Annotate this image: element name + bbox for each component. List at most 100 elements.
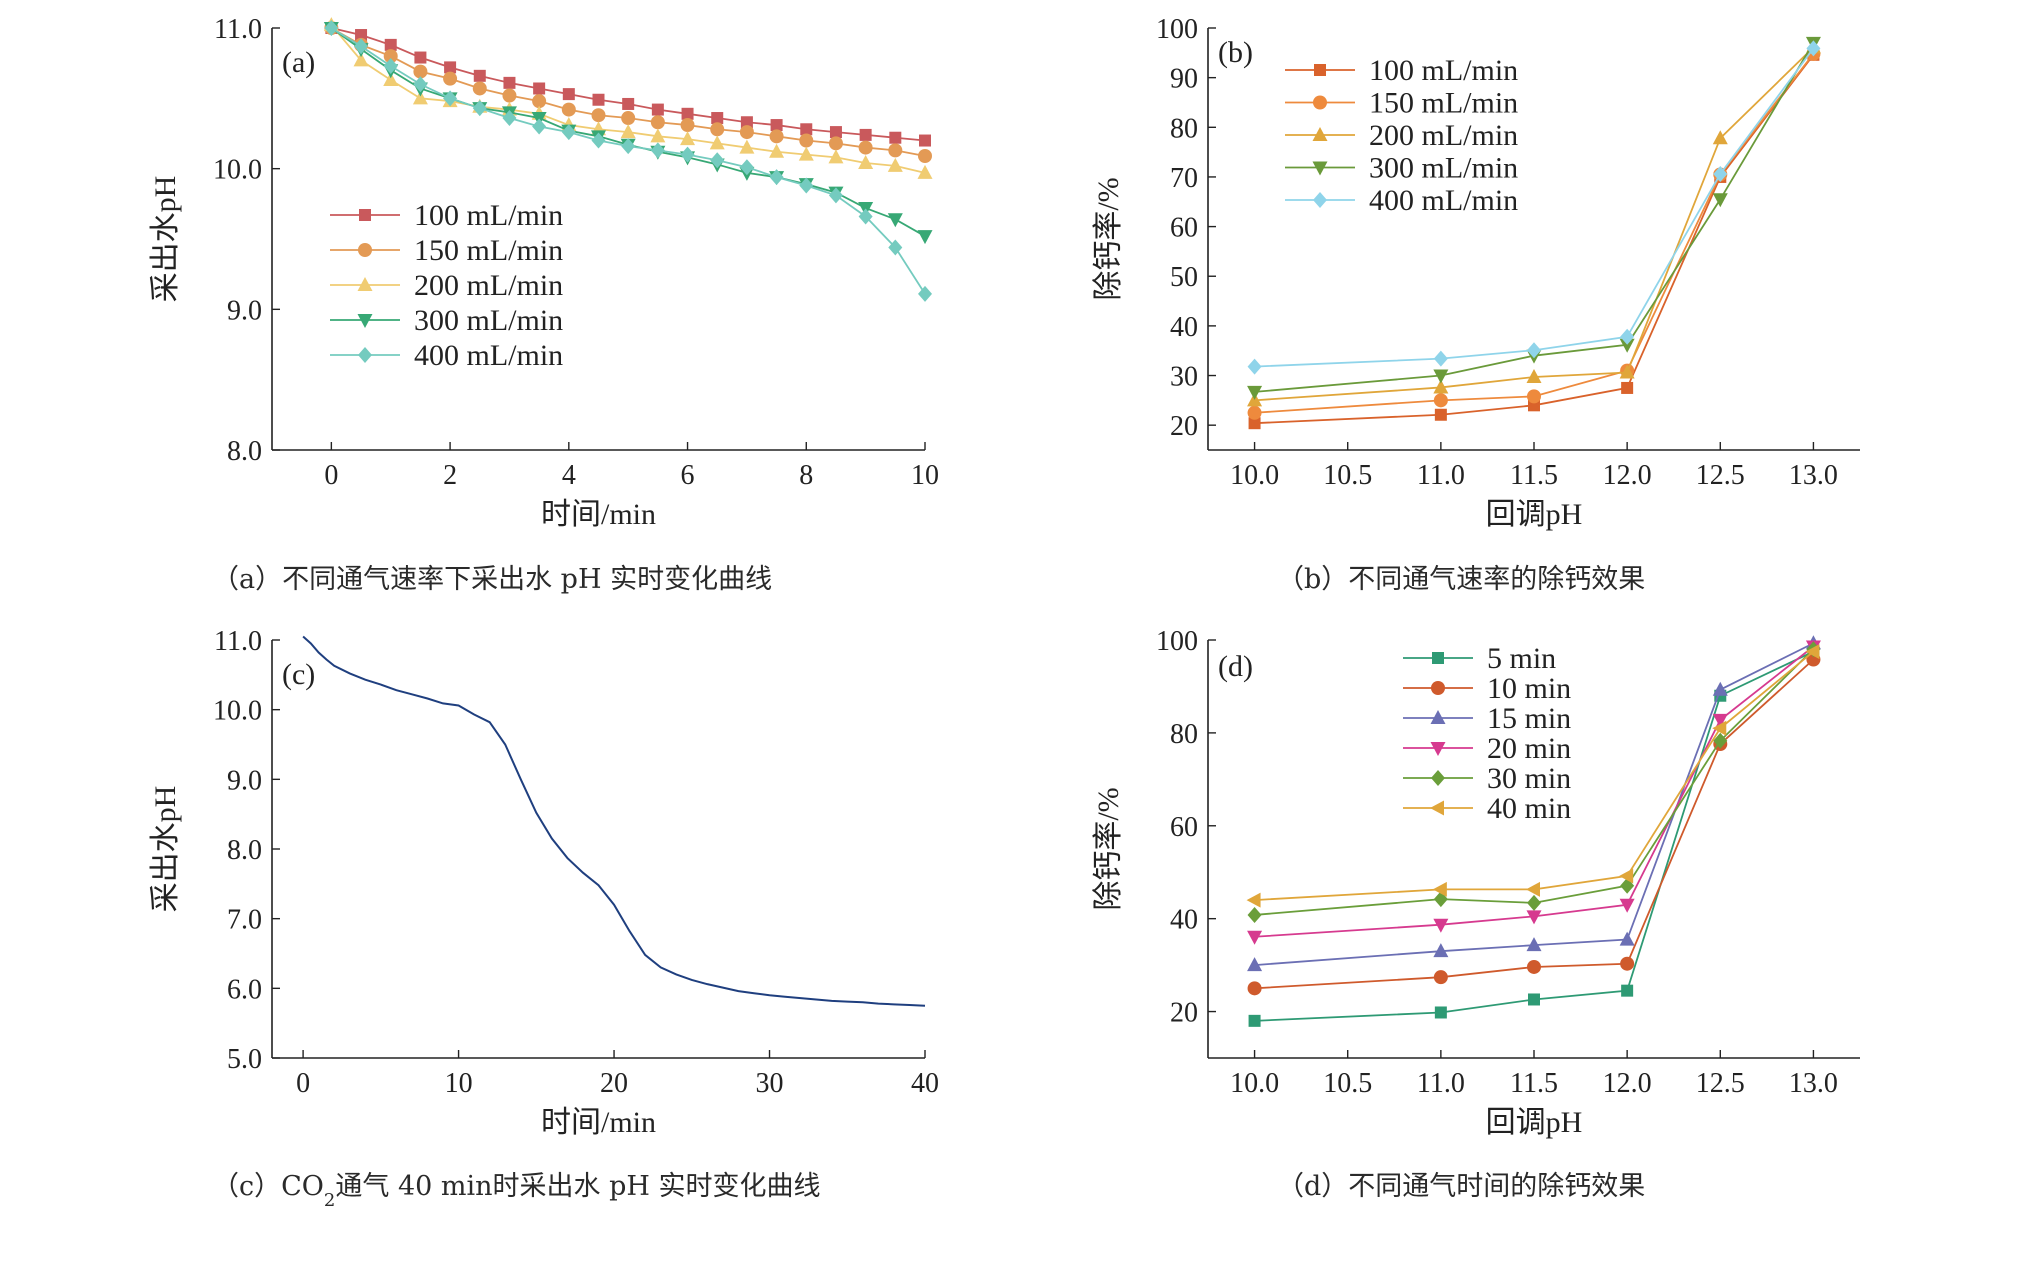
data-point xyxy=(739,125,754,140)
data-point xyxy=(799,177,814,194)
data-point xyxy=(680,146,695,163)
legend-marker xyxy=(357,277,373,291)
data-point xyxy=(1247,930,1263,945)
data-point xyxy=(1433,918,1449,933)
data-point xyxy=(592,93,605,106)
data-point xyxy=(1246,892,1261,908)
y-tick-label: 11.0 xyxy=(214,626,262,657)
legend-marker xyxy=(1430,742,1446,756)
data-point xyxy=(828,136,843,151)
y-tick-label: 40 xyxy=(1170,905,1198,936)
y-tick-label: 90 xyxy=(1170,64,1198,95)
legend-marker xyxy=(1313,192,1327,208)
data-point xyxy=(620,124,636,139)
data-point xyxy=(887,213,903,228)
data-point xyxy=(1433,379,1449,394)
data-point xyxy=(1712,193,1728,208)
data-point xyxy=(591,132,606,149)
x-tick-label: 4 xyxy=(562,460,576,491)
data-point xyxy=(919,134,931,147)
data-point xyxy=(561,102,576,117)
data-point xyxy=(621,111,636,126)
y-axis-label: 除钙率/% xyxy=(1092,787,1125,910)
data-point xyxy=(412,90,428,105)
data-point xyxy=(591,108,606,123)
data-point xyxy=(502,88,517,103)
data-point xyxy=(1620,328,1635,345)
y-tick-label: 100 xyxy=(1156,14,1198,45)
x-tick-label: 0 xyxy=(324,460,338,491)
data-point xyxy=(770,119,783,132)
caption-c-prefix: （c）CO xyxy=(212,1171,324,1202)
data-point xyxy=(384,38,397,51)
data-point xyxy=(739,159,754,176)
legend-entry-label: 200 mL/min xyxy=(1369,119,1518,152)
data-point xyxy=(1432,881,1447,897)
data-point xyxy=(1247,385,1263,400)
data-point xyxy=(709,135,725,150)
data-point xyxy=(1433,943,1449,958)
data-point xyxy=(1527,894,1541,911)
data-point xyxy=(1247,981,1262,996)
data-point xyxy=(1619,868,1634,884)
y-tick-label: 10.0 xyxy=(213,155,262,186)
legend-entry-label: 100 mL/min xyxy=(414,199,563,232)
data-point xyxy=(1619,364,1635,379)
series-line-4 xyxy=(1254,645,1814,938)
data-point xyxy=(503,76,516,89)
caption-c-subscript: 2 xyxy=(324,1190,335,1211)
legend-marker xyxy=(1314,64,1326,76)
y-tick-label: 9.0 xyxy=(227,765,262,796)
legend-entry-label: 30 min xyxy=(1487,762,1571,795)
data-point xyxy=(1713,165,1728,182)
y-axis-label: 采出水pH xyxy=(149,176,182,303)
data-point xyxy=(414,51,427,64)
data-point xyxy=(1434,408,1447,421)
data-point xyxy=(1619,338,1635,353)
data-point xyxy=(1433,393,1448,408)
legend-entry-label: 300 mL/min xyxy=(414,304,563,337)
data-point xyxy=(1527,959,1541,974)
data-point xyxy=(533,82,546,95)
y-tick-label: 20 xyxy=(1170,411,1198,442)
series-line-1 xyxy=(302,635,926,1007)
data-point xyxy=(1527,389,1541,404)
data-point xyxy=(828,187,843,204)
panel-b: 20 30 40 50 60 70 80 90 100 10.0 10.5 11.0 11.5 12.0 1… xyxy=(1092,14,1860,531)
data-point xyxy=(562,88,575,101)
y-tick-label: 60 xyxy=(1170,812,1198,843)
y-tick-label: 10.0 xyxy=(213,696,262,727)
data-point xyxy=(740,116,753,129)
series-line-5 xyxy=(1254,47,1815,368)
legend-marker xyxy=(1313,95,1327,110)
x-tick-label: 8 xyxy=(799,460,813,491)
panel-d: 20 40 60 80 100 10.0 10.5 11.0 11.5 12.0 12.5 13.0 回… xyxy=(1092,626,1860,1139)
x-tick-label: 40 xyxy=(911,1068,939,1099)
legend-entry-label: 5 min xyxy=(1487,642,1556,675)
legend-marker xyxy=(359,209,371,221)
data-point xyxy=(622,97,635,110)
y-tick-label: 8.0 xyxy=(227,436,262,467)
legend-entry-label: 40 min xyxy=(1487,792,1571,825)
y-axis-label: 采出水pH xyxy=(149,786,182,913)
data-point xyxy=(1712,681,1728,696)
x-tick-label: 12.0 xyxy=(1603,1068,1652,1099)
data-point xyxy=(472,81,487,96)
legend-entry-label: 10 min xyxy=(1487,672,1571,705)
y-tick-label: 11.0 xyxy=(214,14,262,45)
data-point xyxy=(1805,644,1820,660)
data-point xyxy=(829,126,842,139)
data-point xyxy=(650,115,665,130)
x-tick-label: 11.0 xyxy=(1417,1068,1465,1099)
data-point xyxy=(739,139,755,154)
legend-entry-label: 150 mL/min xyxy=(414,234,563,267)
data-point xyxy=(918,149,932,164)
legend-marker xyxy=(1312,127,1328,141)
data-point xyxy=(800,123,813,136)
legend-marker xyxy=(357,314,373,328)
x-tick-label: 13.0 xyxy=(1789,460,1838,491)
panel-label: (b) xyxy=(1218,36,1253,69)
y-tick-label: 80 xyxy=(1170,113,1198,144)
data-point xyxy=(1433,350,1448,367)
y-tick-label: 70 xyxy=(1170,163,1198,194)
